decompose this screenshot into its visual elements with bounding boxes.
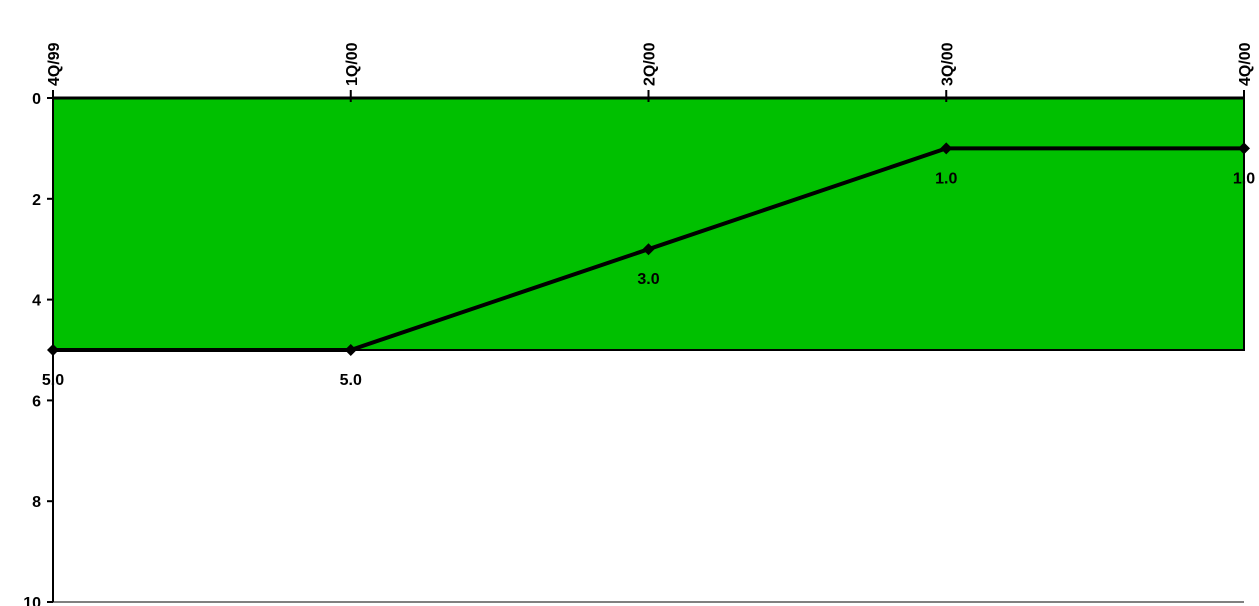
data-label: 5.0 (340, 372, 362, 389)
y-tick-label: 0 (32, 91, 41, 108)
y-ticks: 0 2 4 6 8 10 (23, 91, 53, 606)
y-tick-label: 10 (23, 595, 41, 606)
y-tick-label: 8 (32, 494, 41, 511)
band-region (52, 97, 1245, 351)
y-tick-label: 4 (32, 293, 41, 310)
data-label: 5.0 (42, 372, 64, 389)
x-tick-label: 2Q/00 (642, 42, 659, 86)
x-tick-label: 1Q/00 (344, 42, 361, 86)
y-tick-label: 2 (32, 192, 41, 209)
data-point-marker (642, 243, 655, 256)
data-point-marker (47, 344, 59, 356)
data-label: 1.0 (1233, 170, 1255, 187)
x-tick-label: 4Q/99 (46, 42, 63, 86)
data-point-marker (344, 344, 357, 356)
y-tick-label: 6 (32, 393, 41, 410)
data-label: 1.0 (935, 170, 957, 187)
data-point-marker (1238, 142, 1250, 155)
x-tick-label: 3Q/00 (939, 42, 956, 86)
x-ticks: 4Q/99 1Q/00 2Q/00 3Q/00 4Q/00 (46, 42, 1254, 102)
data-points (47, 142, 1250, 356)
data-label: 3.0 (637, 271, 659, 288)
data-point-marker (940, 142, 953, 155)
x-tick-label: 4Q/00 (1237, 42, 1254, 86)
data-labels: 5.0 5.0 3.0 1.0 1.0 (42, 170, 1255, 389)
